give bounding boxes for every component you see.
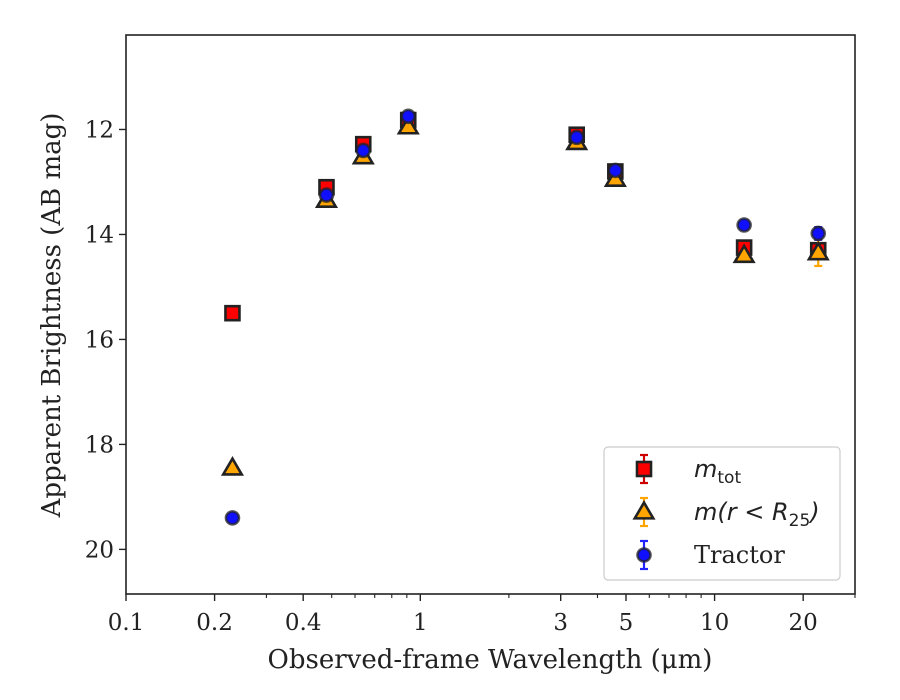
data-point [220, 456, 245, 476]
x-axis: 0.1 0.2 0.4 1 3 5 10 20 [108, 594, 856, 636]
x-axis-label: Observed-frame Wavelength (μm) [268, 645, 713, 675]
x-tick-label: 1 [413, 610, 428, 636]
data-point [736, 217, 752, 233]
data-point [224, 304, 241, 322]
x-tick-label: 3 [553, 610, 568, 636]
y-tick-label: 20 [85, 537, 114, 563]
x-tick-label: 20 [789, 610, 818, 636]
x-tick-label: 10 [700, 610, 729, 636]
legend: mtot m(r < R25) Tractor [603, 446, 841, 581]
data-point [568, 129, 585, 146]
y-tick-label: 12 [85, 117, 114, 143]
data-point [318, 187, 335, 203]
legend-box [603, 446, 841, 581]
legend-marker [635, 460, 653, 478]
data-point [806, 240, 830, 261]
legend-marker [636, 547, 652, 563]
y-axis-label: Apparent Brightness (AB mag) [37, 113, 67, 519]
series-0 [224, 111, 827, 322]
data-point [400, 108, 417, 125]
x-tick-label: 0.4 [285, 610, 322, 636]
data-point [607, 162, 624, 179]
legend-label: mtot [694, 455, 741, 488]
data-point [396, 114, 420, 135]
x-tick-label: 0.1 [108, 610, 145, 636]
data-point [224, 510, 241, 526]
data-point [355, 142, 372, 159]
data-points [220, 108, 830, 526]
y-tick-label: 14 [85, 222, 114, 248]
y-tick-label: 16 [85, 327, 114, 353]
x-tick-label: 5 [619, 610, 634, 636]
legend-label: m(r < R25) [694, 498, 820, 531]
plot-frame [125, 34, 856, 595]
legend-marker [632, 500, 656, 520]
y-tick-label: 18 [85, 432, 114, 458]
legend-label: Tractor [694, 541, 785, 569]
data-point [810, 225, 827, 242]
series-2 [224, 108, 827, 526]
series-1 [220, 114, 830, 476]
x-tick-label: 0.2 [196, 610, 233, 636]
y-axis: 12 14 16 18 20 [85, 117, 126, 563]
data-point [732, 243, 756, 264]
